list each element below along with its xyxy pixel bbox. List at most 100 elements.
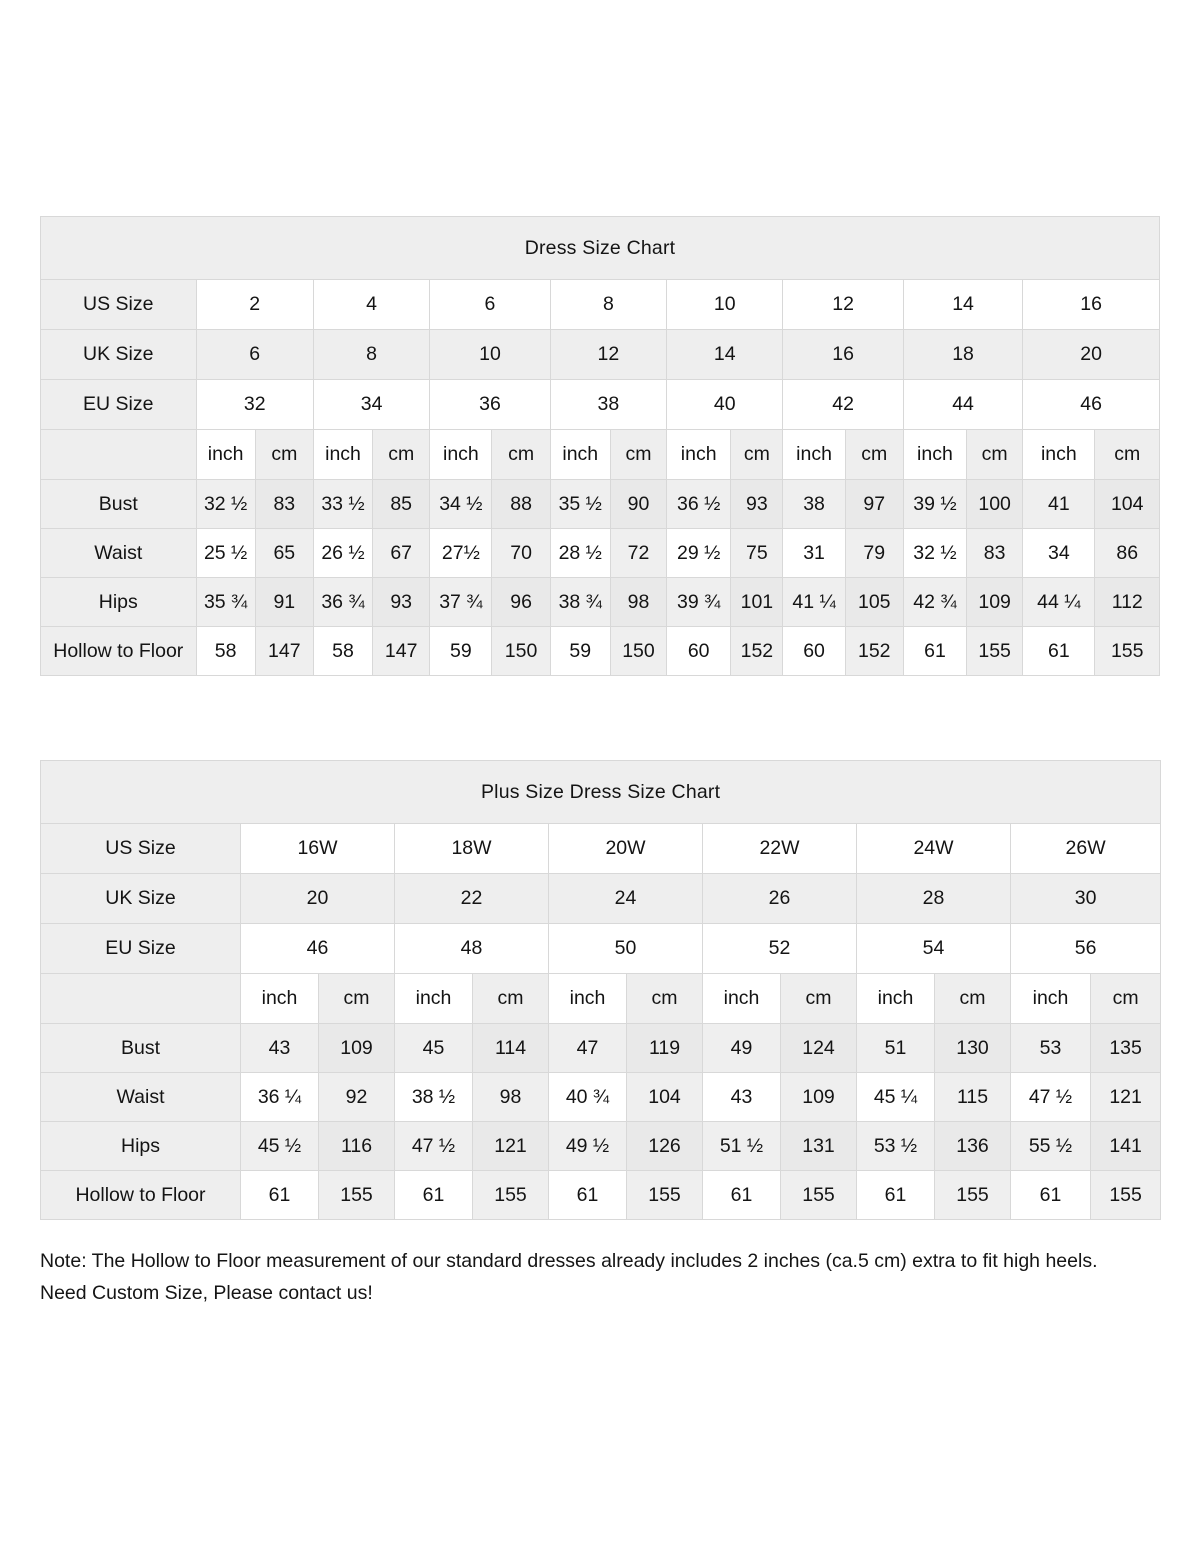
cell-us-size-4: 10 [666, 279, 784, 330]
cell-us-size-1: 4 [312, 279, 431, 330]
plus-cell-eu-size-5: 56 [1009, 923, 1162, 974]
plus-cell-hollow-cm-2: 155 [626, 1170, 703, 1220]
plus-cell-hollow-cm-1: 155 [472, 1170, 549, 1220]
cell-hollow-cm-2: 150 [491, 626, 551, 676]
cell-hips-inch-7: 44 ¼ [1022, 577, 1096, 627]
unit-inch-1: inch [312, 429, 374, 480]
cell-bust-cm-1: 85 [372, 479, 431, 529]
plus-cell-uk-size-5: 30 [1009, 873, 1162, 924]
plus-unit-cm-4: cm [934, 973, 1011, 1024]
plus-unit-inch-0: inch [240, 973, 319, 1024]
cell-eu-size-6: 44 [902, 379, 1024, 430]
standard-unit-header-row: inch cm inch cm inch cm inch cm inch cm … [40, 429, 1160, 480]
standard-us-size-row: US Size 2 4 6 8 10 12 14 16 [40, 279, 1160, 330]
plus-hollow-to-floor-row: Hollow to Floor 61 155 61 155 61 155 61 … [40, 1170, 1162, 1220]
plus-cell-hips-cm-2: 126 [626, 1121, 703, 1171]
cell-hollow-cm-7: 155 [1094, 626, 1160, 676]
plus-cell-bust-inch-5: 53 [1010, 1023, 1091, 1073]
plus-cell-hollow-inch-1: 61 [394, 1170, 473, 1220]
plus-cell-bust-cm-2: 119 [626, 1023, 703, 1073]
unit-inch-4: inch [666, 429, 732, 480]
cell-bust-inch-0: 32 ½ [195, 479, 256, 529]
plus-cell-hips-inch-0: 45 ½ [240, 1121, 319, 1171]
plus-unit-inch-4: inch [856, 973, 935, 1024]
plus-cell-hollow-inch-5: 61 [1010, 1170, 1091, 1220]
plus-cell-waist-cm-1: 98 [472, 1072, 549, 1122]
plus-cell-bust-inch-4: 51 [856, 1023, 935, 1073]
cell-bust-inch-7: 41 [1022, 479, 1096, 529]
plus-cell-bust-inch-0: 43 [240, 1023, 319, 1073]
cell-bust-inch-2: 34 ½ [429, 479, 493, 529]
unit-inch-6: inch [902, 429, 968, 480]
row-label-hips: Hips [40, 577, 197, 627]
plus-cell-uk-size-3: 26 [702, 873, 857, 924]
plus-size-chart-table: Plus Size Dress Size Chart US Size 16W 1… [39, 760, 1162, 1220]
cell-hips-inch-1: 36 ¾ [312, 577, 374, 627]
plus-cell-hollow-cm-4: 155 [934, 1170, 1011, 1220]
cell-bust-inch-6: 39 ½ [902, 479, 968, 529]
plus-cell-us-size-0: 16W [240, 823, 395, 874]
cell-waist-cm-0: 65 [254, 528, 314, 578]
cell-bust-cm-2: 88 [491, 479, 551, 529]
cell-uk-size-5: 16 [782, 329, 904, 380]
row-label-eu-size: EU Size [40, 379, 197, 430]
cell-hips-cm-4: 101 [730, 577, 784, 627]
plus-cell-waist-cm-5: 121 [1089, 1072, 1162, 1122]
plus-chart-title: Plus Size Dress Size Chart [39, 760, 1162, 824]
plus-cell-eu-size-1: 48 [394, 923, 549, 974]
cell-us-size-3: 8 [549, 279, 668, 330]
cell-hips-cm-3: 98 [609, 577, 668, 627]
cell-waist-inch-3: 28 ½ [549, 528, 611, 578]
plus-cell-bust-cm-4: 130 [934, 1023, 1011, 1073]
cell-hips-cm-0: 91 [254, 577, 314, 627]
plus-cell-us-size-2: 20W [548, 823, 703, 874]
plus-cell-bust-cm-5: 135 [1089, 1023, 1162, 1073]
plus-row-label-blank [40, 973, 241, 1024]
cell-hollow-cm-0: 147 [254, 626, 314, 676]
cell-eu-size-2: 36 [429, 379, 551, 430]
plus-cell-eu-size-3: 52 [702, 923, 857, 974]
cell-waist-cm-7: 86 [1094, 528, 1160, 578]
plus-cell-uk-size-1: 22 [394, 873, 549, 924]
row-label-waist: Waist [40, 528, 197, 578]
plus-cell-bust-cm-0: 109 [318, 1023, 395, 1073]
row-label-blank [40, 429, 197, 480]
cell-hollow-inch-2: 59 [429, 626, 493, 676]
plus-cell-hips-inch-4: 53 ½ [856, 1121, 935, 1171]
cell-eu-size-5: 42 [782, 379, 904, 430]
plus-unit-cm-0: cm [318, 973, 395, 1024]
cell-waist-cm-2: 70 [491, 528, 551, 578]
unit-inch-0: inch [195, 429, 256, 480]
cell-hips-inch-6: 42 ¾ [902, 577, 968, 627]
plus-cell-waist-cm-3: 109 [780, 1072, 857, 1122]
plus-cell-waist-cm-0: 92 [318, 1072, 395, 1122]
cell-hollow-inch-0: 58 [195, 626, 256, 676]
plus-cell-waist-inch-0: 36 ¼ [240, 1072, 319, 1122]
cell-waist-inch-2: 27½ [429, 528, 493, 578]
cell-hips-inch-2: 37 ¾ [429, 577, 493, 627]
standard-chart-title: Dress Size Chart [40, 216, 1160, 280]
plus-hips-row: Hips 45 ½ 116 47 ½ 121 49 ½ 126 51 ½ 131… [40, 1121, 1162, 1171]
standard-hollow-to-floor-row: Hollow to Floor 58 147 58 147 59 150 59 … [40, 626, 1160, 676]
cell-hips-inch-3: 38 ¾ [549, 577, 611, 627]
cell-waist-inch-4: 29 ½ [666, 528, 732, 578]
cell-hollow-inch-1: 58 [312, 626, 374, 676]
cell-hips-cm-1: 93 [372, 577, 431, 627]
plus-uk-size-row: UK Size 20 22 24 26 28 30 [40, 873, 1162, 924]
plus-row-label-eu-size: EU Size [40, 923, 241, 974]
plus-cell-hips-cm-3: 131 [780, 1121, 857, 1171]
cell-bust-cm-0: 83 [254, 479, 314, 529]
cell-waist-cm-1: 67 [372, 528, 431, 578]
cell-eu-size-0: 32 [195, 379, 314, 430]
unit-inch-3: inch [549, 429, 611, 480]
cell-bust-cm-4: 93 [730, 479, 784, 529]
cell-waist-inch-0: 25 ½ [195, 528, 256, 578]
plus-cell-bust-inch-3: 49 [702, 1023, 781, 1073]
plus-us-size-row: US Size 16W 18W 20W 22W 24W 26W [40, 823, 1162, 874]
note-line-1: Note: The Hollow to Floor measurement of… [40, 1250, 1098, 1272]
plus-cell-waist-cm-4: 115 [934, 1072, 1011, 1122]
cell-hollow-cm-4: 152 [730, 626, 784, 676]
plus-cell-eu-size-2: 50 [548, 923, 703, 974]
cell-uk-size-3: 12 [549, 329, 668, 380]
plus-eu-size-row: EU Size 46 48 50 52 54 56 [40, 923, 1162, 974]
